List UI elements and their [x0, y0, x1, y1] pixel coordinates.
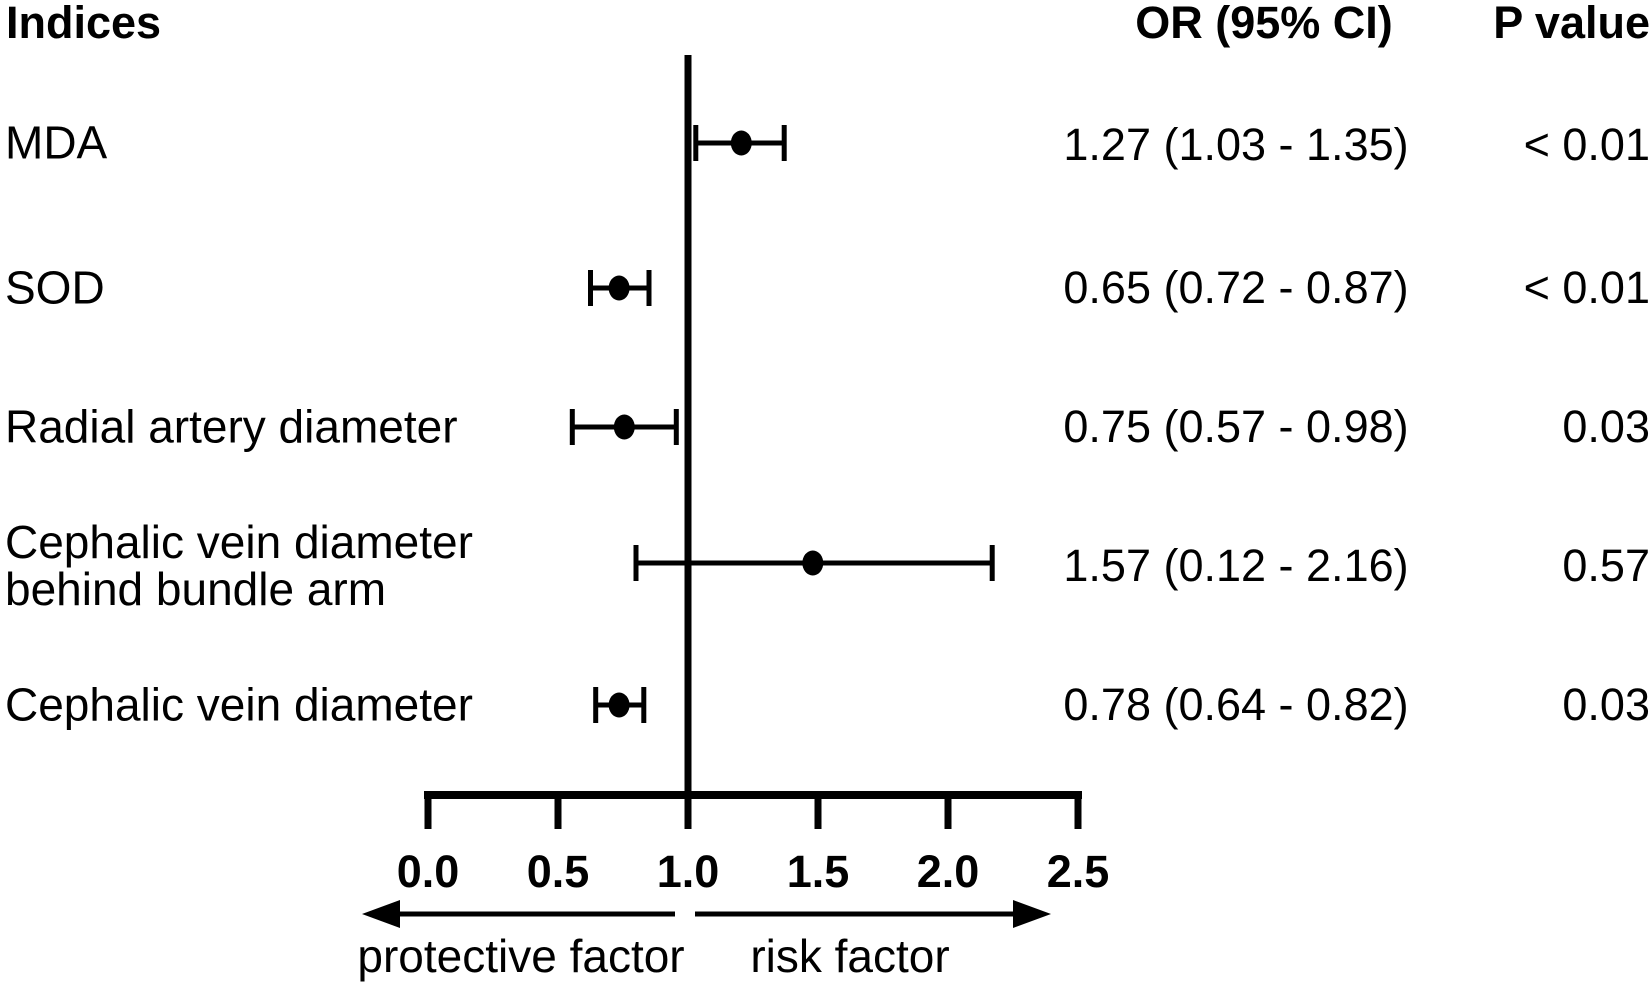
p-value: < 0.01: [1523, 262, 1650, 313]
indices-column-header: Indices: [6, 0, 162, 48]
or-point-marker: [608, 275, 630, 301]
row-label-cephalic-vein-diameter-behind-bundle-arm: Cephalic vein diameter behind bundle arm: [5, 516, 473, 615]
or-point-marker: [802, 550, 824, 576]
p-value: 0.03: [1562, 401, 1650, 452]
p-value: 0.03: [1562, 679, 1650, 730]
risk-factor-label: risk factor: [750, 930, 950, 982]
row-label-cephalic-vein-diameter: Cephalic vein diameter: [5, 678, 473, 731]
protective-arrowhead-icon: [362, 900, 400, 928]
p-value: < 0.01: [1523, 119, 1650, 170]
p-value-column-header: P value: [1493, 0, 1650, 48]
p-value: 0.57: [1562, 540, 1650, 591]
or-ci-value: 1.57 (0.12 - 2.16): [1063, 540, 1409, 591]
or-ci-value: 0.75 (0.57 - 0.98): [1063, 401, 1409, 452]
x-tick-label: 0.5: [526, 846, 590, 897]
row-label-mda: MDA: [5, 116, 108, 169]
row-label-radial-artery-diameter: Radial artery diameter: [5, 400, 458, 453]
or-ci-value: 1.27 (1.03 - 1.35): [1063, 119, 1409, 170]
row-label-sod: SOD: [5, 261, 105, 314]
x-tick-label: 1.5: [786, 846, 850, 897]
or-ci-column-header: OR (95% CI): [1135, 0, 1393, 48]
or-point-marker: [730, 130, 752, 156]
risk-arrowhead-icon: [1013, 900, 1051, 928]
or-ci-value: 0.65 (0.72 - 0.87): [1063, 262, 1409, 313]
protective-factor-label: protective factor: [357, 930, 685, 982]
x-tick-label: 2.0: [916, 846, 980, 897]
or-point-marker: [613, 414, 635, 440]
or-ci-value: 0.78 (0.64 - 0.82): [1063, 679, 1409, 730]
x-tick-label: 2.5: [1046, 846, 1110, 897]
x-tick-label: 0.0: [396, 846, 460, 897]
x-tick-label: 1.0: [656, 846, 720, 897]
or-point-marker: [608, 692, 630, 718]
